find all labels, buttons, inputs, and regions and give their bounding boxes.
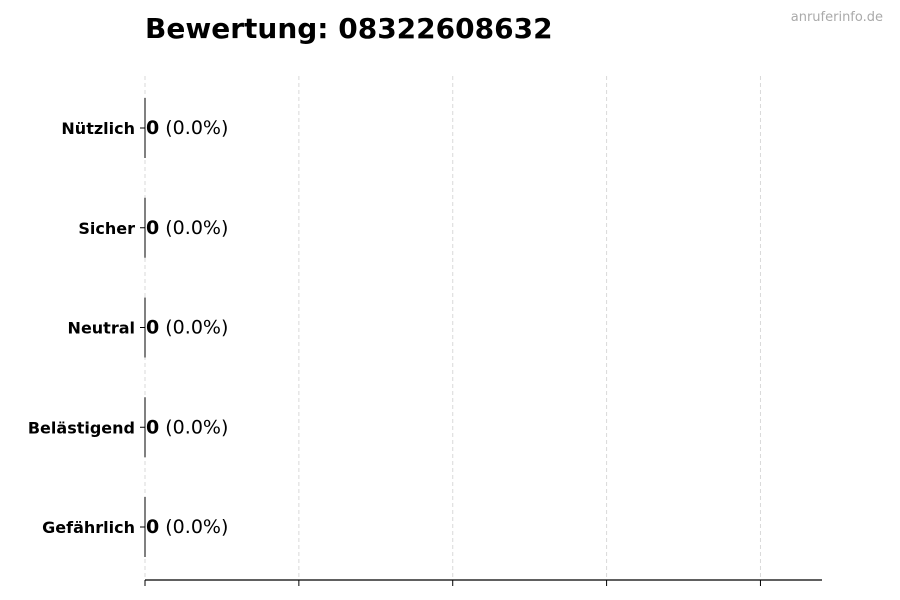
value-percent: (0.0%) [159, 217, 228, 239]
watermark: anruferinfo.de [790, 10, 883, 25]
value-label: 0 (0.0%) [146, 117, 228, 139]
value-label: 0 (0.0%) [146, 516, 228, 538]
value-count: 0 [146, 516, 159, 538]
value-count: 0 [146, 317, 159, 339]
value-percent: (0.0%) [159, 416, 228, 438]
category-label: Belästigend [28, 418, 135, 437]
category-label: Neutral [68, 319, 135, 338]
chart-title: Bewertung: 08322608632 [145, 12, 553, 45]
value-label: 0 (0.0%) [146, 317, 228, 339]
value-percent: (0.0%) [159, 516, 228, 538]
value-count: 0 [146, 217, 159, 239]
value-percent: (0.0%) [159, 317, 228, 339]
category-label: Nützlich [61, 119, 135, 138]
value-label: 0 (0.0%) [146, 416, 228, 438]
value-label: 0 (0.0%) [146, 217, 228, 239]
value-percent: (0.0%) [159, 117, 228, 139]
category-label: Gefährlich [42, 518, 135, 537]
value-count: 0 [146, 117, 159, 139]
category-label: Sicher [78, 219, 135, 238]
value-count: 0 [146, 416, 159, 438]
